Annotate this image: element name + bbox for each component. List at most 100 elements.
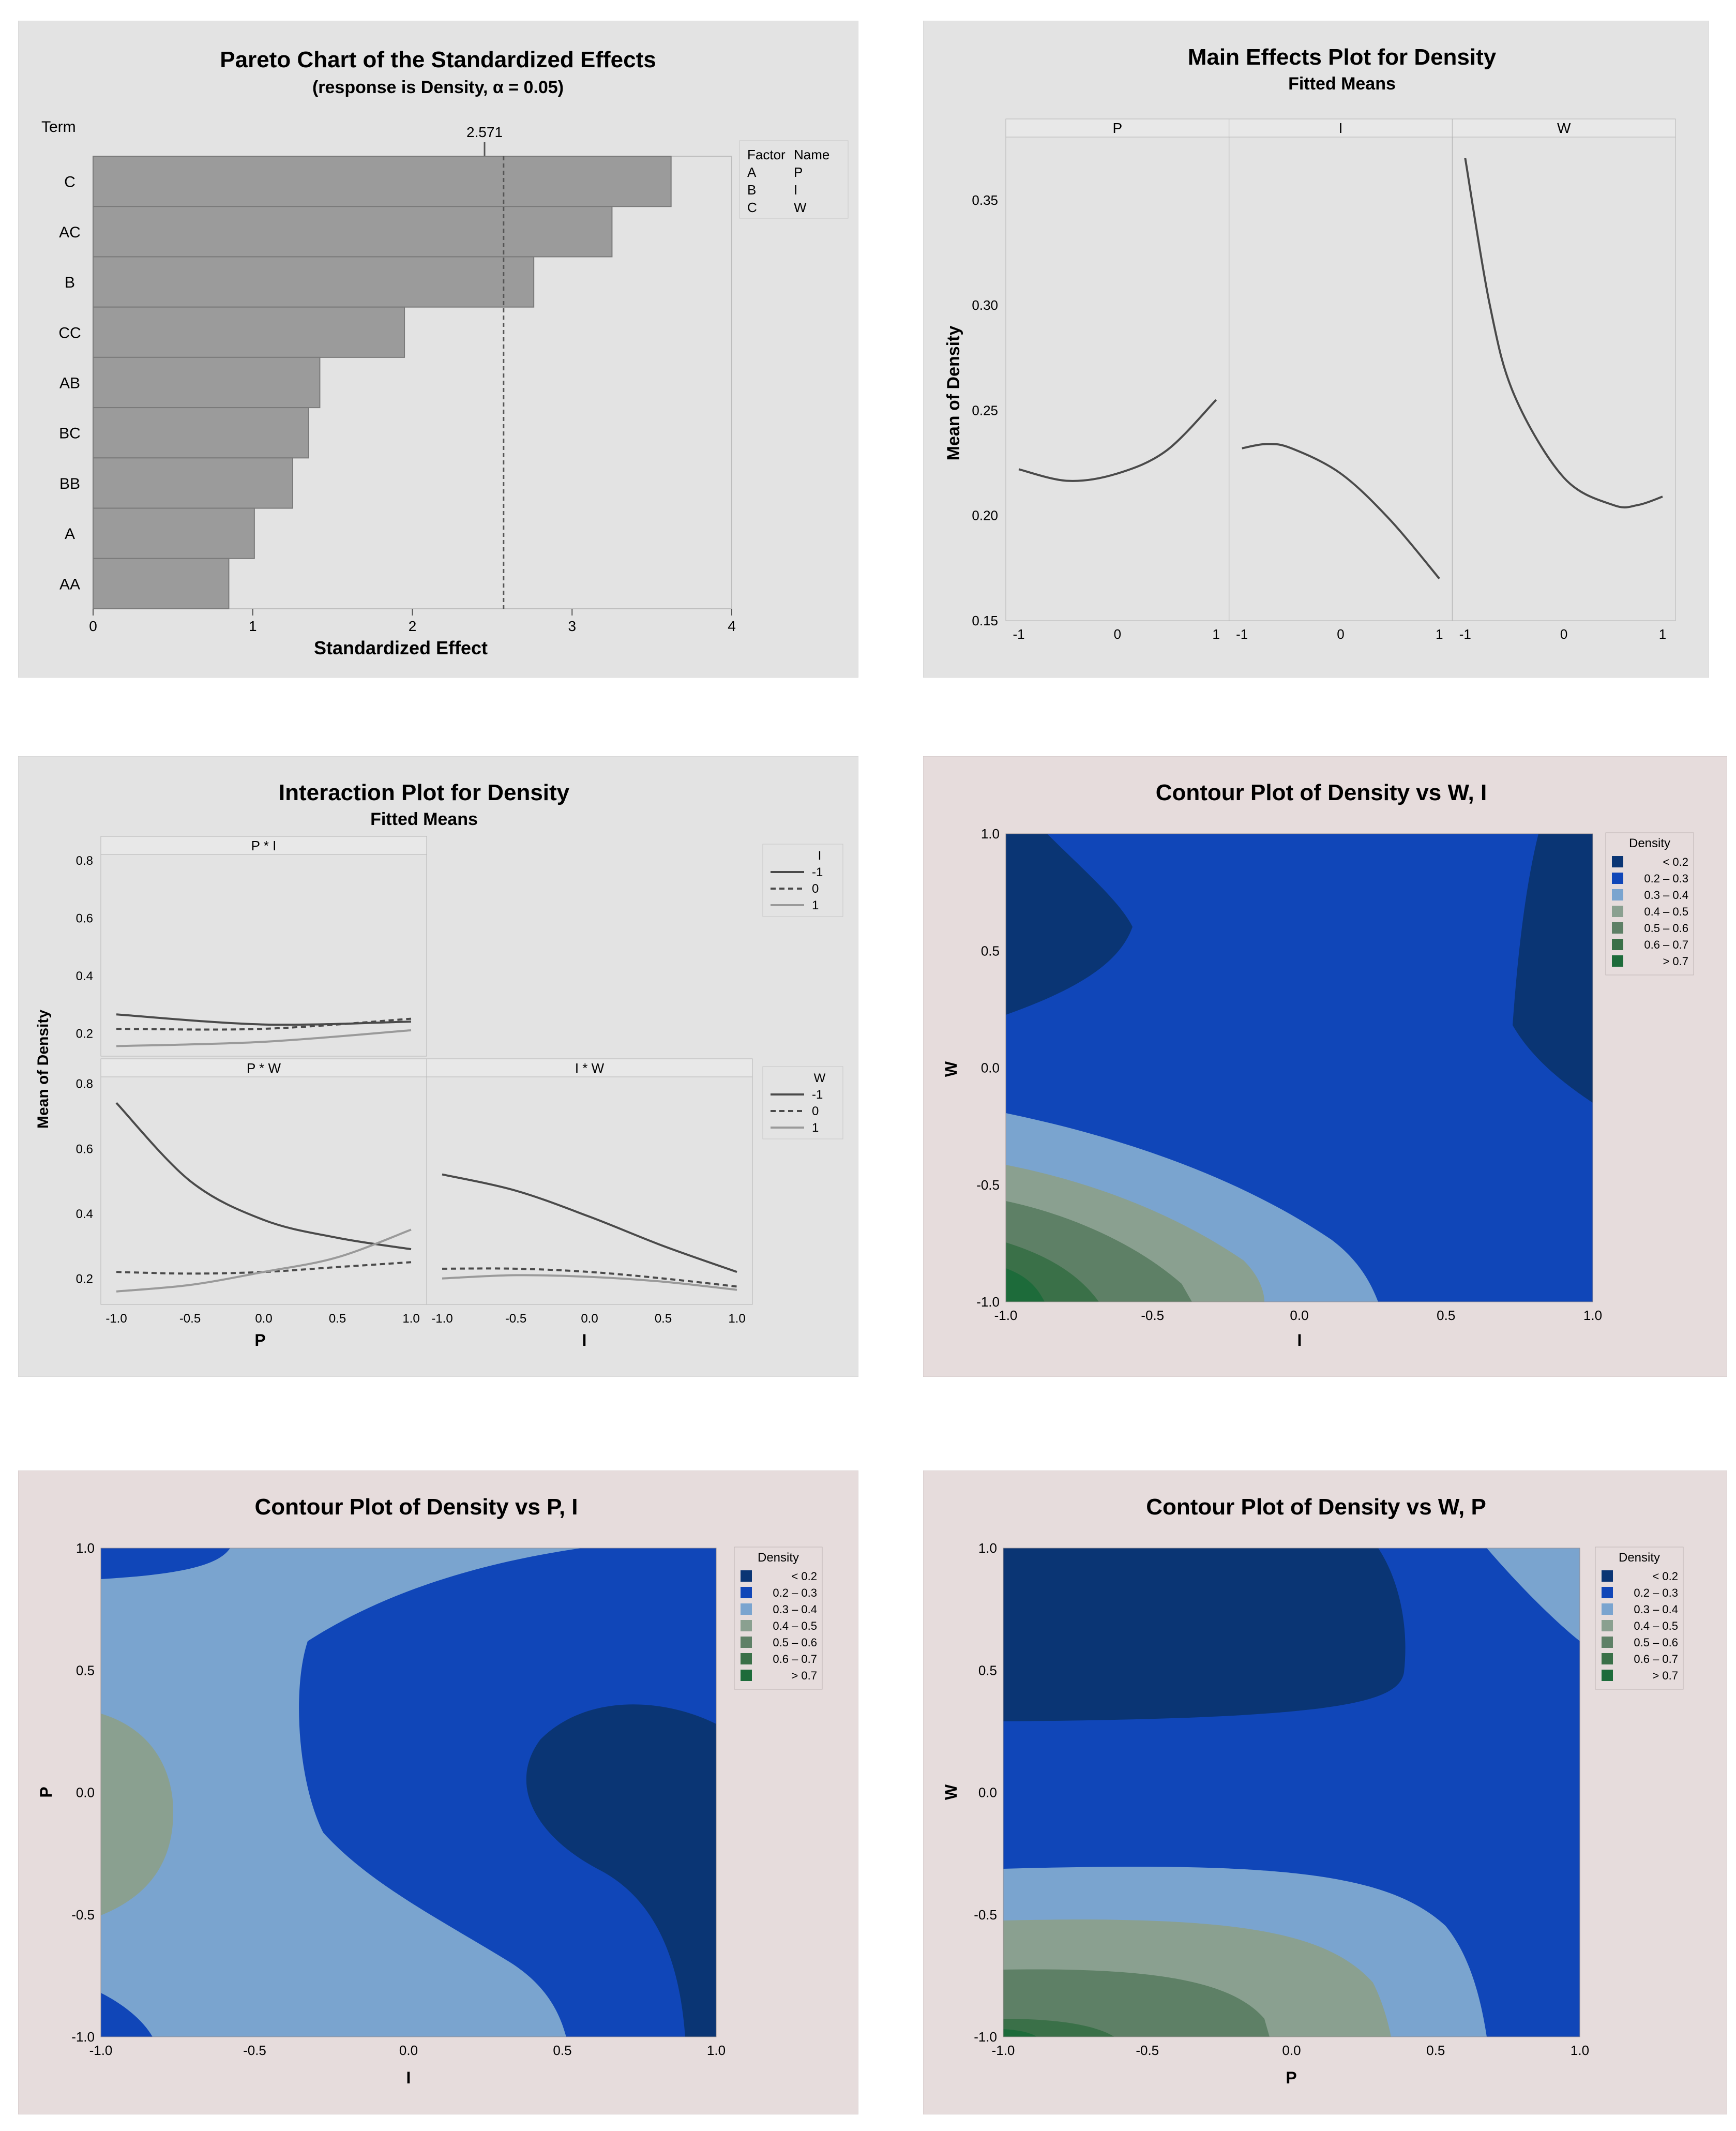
pareto-category-label: AA — [59, 576, 80, 593]
contour-legend-label: > 0.7 — [791, 1669, 817, 1682]
contour-w-p-ylabel: W — [942, 1784, 960, 1800]
contour-w-p-chart: Contour Plot of Density vs W, P -1.0 -0.5… — [923, 1470, 1727, 2114]
contour-y-tick-label: 0.0 — [76, 1785, 95, 1800]
contour-legend-box — [734, 1547, 823, 1690]
contour-legend-label: 0.3 – 0.4 — [773, 1603, 817, 1616]
main-effects-line — [1464, 158, 1663, 508]
contour-w-p-frame — [1003, 1548, 1580, 2037]
contour-w-p-region-0.3-0.4 — [1487, 1548, 1580, 1641]
contour-legend-swatch — [1602, 1670, 1613, 1681]
interaction-y-tick-label: 0.2 — [76, 1272, 93, 1286]
contour-p-i-axes: -1.0 -0.5 0.0 0.5 1.0 -1.0 -0.5 0.0 0.5 1.0 — [71, 1540, 726, 2058]
contour-w-p-region-0.6-0.7 — [1003, 2019, 1114, 2037]
contour-legend-label: 0.2 – 0.3 — [1644, 872, 1688, 885]
interaction-line — [442, 1173, 737, 1273]
contour-x-tick-label: 1.0 — [1583, 1308, 1602, 1323]
interaction-x-tick-label: -0.5 — [505, 1312, 526, 1326]
pareto-bars — [93, 156, 672, 610]
contour-x-tick-label: 1.0 — [707, 2043, 726, 2058]
contour-legend-swatch — [741, 1570, 752, 1582]
contour-w-i-legend: Density < 0.2 0.2 – 0.3 0.3 – 0.4 0.4 – 0.5 0… — [1605, 832, 1694, 976]
interaction-ylabel: Mean of Density — [35, 1010, 52, 1129]
interaction-legend-label: 1 — [812, 1121, 819, 1135]
contour-legend-label: > 0.7 — [1652, 1669, 1678, 1682]
interaction-title: Interaction Plot for Density — [279, 780, 570, 805]
contour-legend-label: 0.6 – 0.7 — [1644, 938, 1688, 951]
contour-w-i-plot — [1006, 834, 1593, 1302]
interaction-legend-label: -1 — [812, 1088, 823, 1102]
main-effects-chart: Main Effects Plot for Density Fitted Mea… — [923, 21, 1709, 678]
contour-legend-title: Density — [1629, 836, 1670, 850]
contour-legend-swatch — [1602, 1637, 1613, 1648]
interaction-legend-label: 0 — [812, 1104, 819, 1118]
main-effects-strip-label: I — [1339, 120, 1343, 136]
pareto-subtitle: (response is Density, α = 0.05) — [312, 78, 564, 97]
contour-legend-swatch — [1602, 1653, 1613, 1664]
contour-y-tick-label: -0.5 — [71, 1907, 95, 1923]
contour-w-i-axes: -1.0 -0.5 0.0 0.5 1.0 -1.0 -0.5 0.0 0.5 1.0 — [976, 826, 1602, 1323]
contour-y-tick-label: 0.5 — [76, 1662, 95, 1678]
contour-w-p-region-gt-0.7 — [1003, 2029, 1037, 2037]
contour-x-tick-label: -0.5 — [1136, 2043, 1159, 2058]
interaction-x-tick-label: 1.0 — [728, 1312, 745, 1326]
interaction-svg: Interaction Plot for Density Fitted Mean… — [18, 756, 858, 1377]
pareto-category-label: B — [65, 274, 75, 291]
contour-y-tick-label: -1.0 — [974, 2029, 997, 2045]
contour-w-i-xlabel: I — [1297, 1331, 1302, 1349]
pareto-ylabel: Term — [41, 118, 76, 136]
contour-legend-title: Density — [758, 1551, 799, 1565]
contour-legend-label: 0.2 – 0.3 — [1634, 1586, 1678, 1599]
interaction-legend: I -1 0 1 — [762, 844, 843, 917]
main-effects-x-tick-label: 0 — [1560, 626, 1567, 642]
contour-w-i-frame — [1005, 833, 1593, 1302]
main-effects-panel: I -1 0 1 — [1229, 118, 1453, 642]
interaction-x-tick-label: 0.0 — [581, 1312, 598, 1326]
pareto-bar — [93, 558, 230, 610]
interaction-line — [116, 1017, 412, 1031]
interaction-strip-label: I * W — [575, 1060, 605, 1076]
interaction-line — [115, 1102, 412, 1251]
pareto-category-label: CC — [58, 324, 81, 341]
main-effects-strip — [1452, 118, 1676, 138]
pareto-bar — [93, 256, 535, 308]
pareto-bar — [93, 206, 613, 258]
main-effects-panel: W -1 0 1 — [1452, 118, 1676, 642]
contour-legend-label: < 0.2 — [791, 1570, 817, 1583]
contour-x-tick-label: 0.5 — [1437, 1308, 1455, 1323]
contour-y-tick-label: -1.0 — [71, 2029, 95, 2045]
pareto-chart: Pareto Chart of the Standardized Effects… — [18, 21, 858, 678]
contour-p-i-legend: Density < 0.2 0.2 – 0.3 0.3 – 0.4 0.4 – 0.5 0… — [734, 1547, 823, 1690]
main-effects-x-tick-label: 1 — [1212, 626, 1219, 642]
interaction-legend: W -1 0 1 — [762, 1066, 843, 1139]
interaction-legend-title: I — [818, 849, 822, 863]
contour-y-tick-label: -0.5 — [974, 1907, 997, 1923]
contour-y-tick-label: -0.5 — [976, 1177, 1000, 1193]
contour-y-tick-label: 0.5 — [978, 1662, 997, 1678]
contour-legend-label: < 0.2 — [1652, 1570, 1678, 1583]
contour-legend-label: 0.4 – 0.5 — [1634, 1619, 1678, 1632]
contour-x-tick-label: 0.0 — [1282, 2043, 1301, 2058]
pareto-bar — [93, 356, 321, 409]
main-effects-svg: Main Effects Plot for Density Fitted Mea… — [923, 21, 1709, 678]
main-effects-title: Main Effects Plot for Density — [1188, 44, 1497, 70]
contour-p-i-ylabel: P — [37, 1787, 55, 1797]
contour-x-tick-label: 1.0 — [1571, 2043, 1589, 2058]
interaction-y-tick-label: 0.8 — [76, 1077, 93, 1091]
main-effects-y-tick-label: 0.30 — [972, 297, 998, 313]
contour-p-i-region-0.2-0.3 — [101, 1993, 153, 2037]
contour-y-tick-label: 0.0 — [981, 1060, 1000, 1076]
pareto-legend-name: I — [794, 182, 797, 198]
contour-legend-swatch — [1602, 1587, 1613, 1598]
pareto-bar — [93, 306, 405, 358]
contour-x-tick-label: 0.5 — [1426, 2043, 1445, 2058]
contour-w-i-title: Contour Plot of Density vs W, I — [1156, 780, 1487, 805]
interaction-legend-title: W — [814, 1071, 826, 1085]
pareto-legend-factor: B — [747, 182, 756, 198]
contour-legend-swatch — [1612, 922, 1623, 934]
interaction-x-tick-label: -0.5 — [179, 1312, 201, 1326]
pareto-legend-header-name: Name — [794, 147, 829, 162]
pareto-title: Pareto Chart of the Standardized Effects — [220, 47, 656, 72]
contour-x-tick-label: 0.5 — [553, 2043, 571, 2058]
interaction-x-tick-label: 1.0 — [402, 1312, 419, 1326]
contour-x-tick-label: -0.5 — [1141, 1308, 1164, 1323]
